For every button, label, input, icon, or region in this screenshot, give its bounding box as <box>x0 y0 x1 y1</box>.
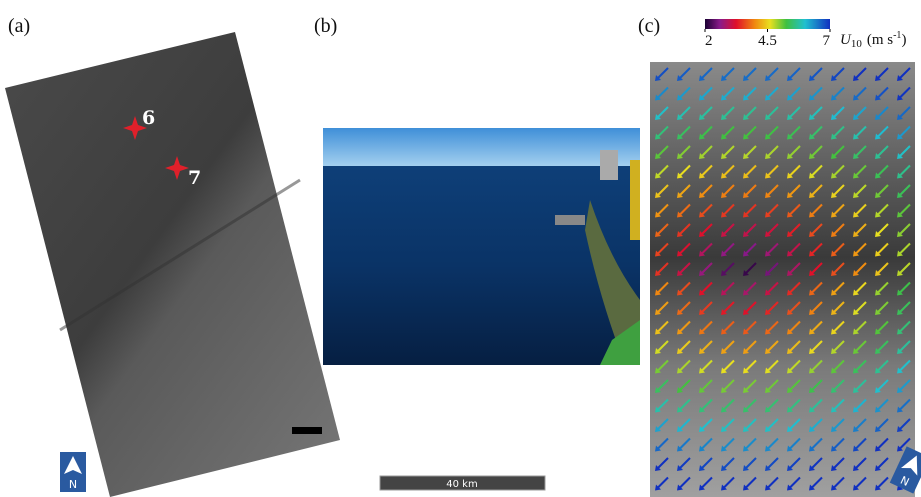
north-label: N <box>69 478 77 491</box>
colorbar-tick-label: 4.5 <box>758 33 777 49</box>
north-arrow: N <box>60 452 86 492</box>
photo-sky <box>323 128 640 168</box>
colorbar-label: U10(m s-1) <box>840 30 906 50</box>
panel-label: (c) <box>638 15 660 37</box>
colorbar-tick-label: 7 <box>823 33 831 49</box>
panel-label: (a) <box>8 15 30 37</box>
unit-end: ) <box>901 32 906 48</box>
figure-canvas: (a) 6 7 N (b) 40 km (c) 24.57 U10(m s-1)… <box>0 0 921 497</box>
station-label: 7 <box>188 167 201 189</box>
panel-label: (b) <box>314 15 337 37</box>
unit: (m s <box>867 32 893 48</box>
photo-sea <box>323 166 640 365</box>
colorbar <box>705 19 830 29</box>
scale-bar <box>292 427 322 434</box>
sar-image <box>5 32 340 497</box>
scale-label: 40 km <box>446 479 477 490</box>
figure: (a) 6 7 N (b) 40 km (c) 24.57 U10(m s-1)… <box>0 0 921 497</box>
station-label: 6 <box>142 107 155 129</box>
scale-bar: 40 km <box>380 476 545 490</box>
colorbar-ticks: 24.57 <box>705 29 831 49</box>
colorbar-tick-label: 2 <box>705 33 713 49</box>
subscript: 10 <box>851 38 863 50</box>
superscript: -1 <box>893 30 901 41</box>
